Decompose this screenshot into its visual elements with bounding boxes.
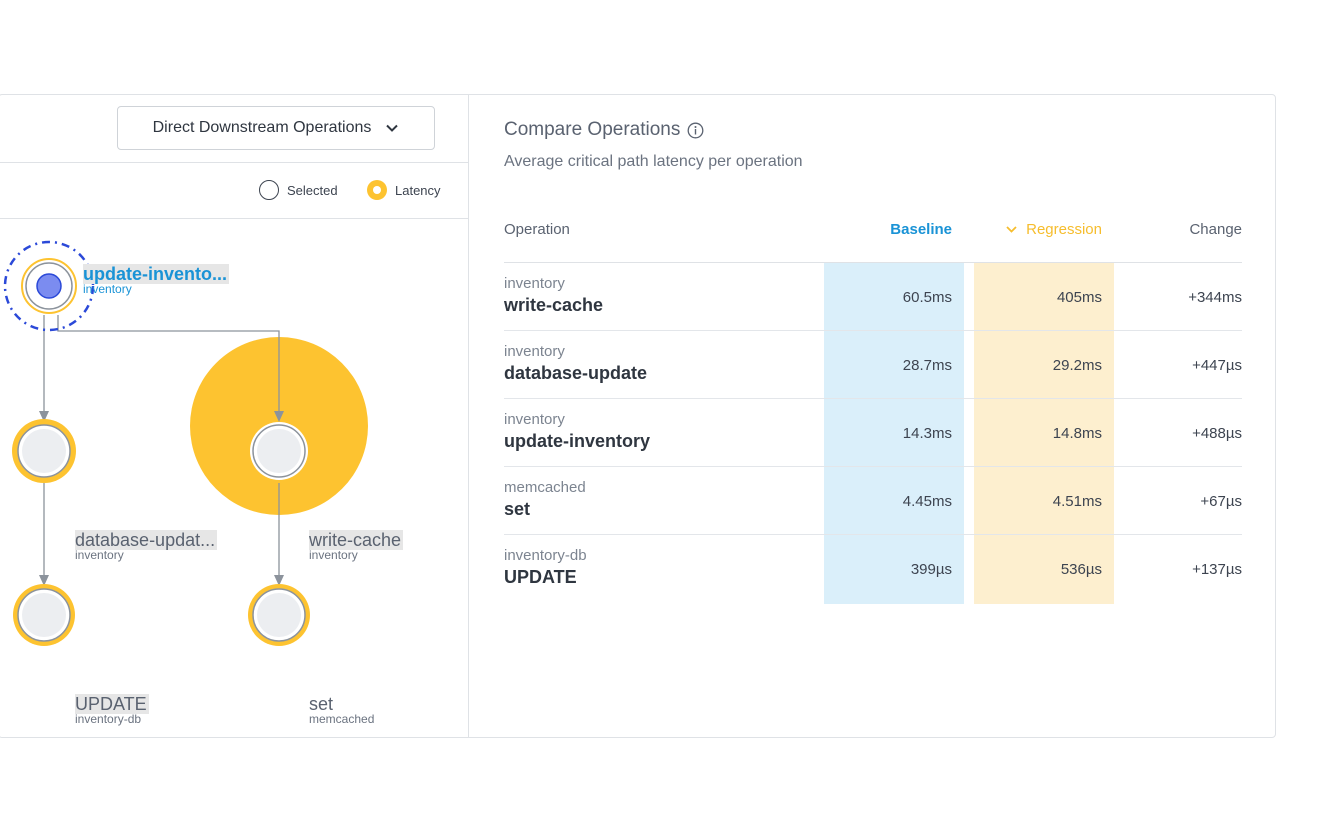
- row-baseline: 14.3ms: [902, 425, 952, 442]
- compare-title-text: Compare Operations: [504, 119, 681, 140]
- row-regression: 14.8ms: [1052, 425, 1102, 442]
- graph-canvas: [3, 240, 368, 646]
- graph-toolbar: Direct Downstream Operations: [0, 95, 468, 163]
- dropdown-label: Direct Downstream Operations: [152, 119, 372, 136]
- row-change: +344ms: [1188, 289, 1242, 306]
- compare-subtitle: Average critical path latency per operat…: [504, 153, 803, 170]
- compare-pane: Compare Operations Average critical path…: [469, 95, 1277, 737]
- arrowhead-set: [274, 575, 284, 586]
- row-change: +447µs: [1192, 357, 1242, 374]
- arrowhead-write-cache: [274, 411, 284, 422]
- node-name: write-cache: [309, 530, 404, 550]
- row-operation: database-update: [504, 363, 648, 383]
- row-change: +137µs: [1192, 561, 1242, 578]
- row-divider: [504, 466, 1242, 467]
- table-row[interactable]: inventory update-inventory 14.3ms 14.8ms…: [504, 399, 1242, 467]
- node-label-set[interactable]: set memcached: [309, 695, 374, 726]
- row-divider: [504, 534, 1242, 535]
- node-name: UPDATE: [75, 694, 149, 714]
- legend-latency-label: Latency: [395, 182, 441, 198]
- column-header-operation[interactable]: Operation: [504, 221, 570, 238]
- node-update-db[interactable]: [13, 584, 75, 646]
- row-baseline: 28.7ms: [902, 357, 952, 374]
- graph-edges: [43, 315, 280, 575]
- node-service: inventory: [75, 548, 124, 562]
- node-label-update-inventory[interactable]: update-invento... inventory: [83, 264, 229, 296]
- row-regression: 405ms: [1056, 289, 1102, 306]
- node-name: update-invento...: [83, 264, 229, 284]
- row-operation: UPDATE: [504, 567, 577, 587]
- row-service: memcached: [504, 479, 586, 496]
- graph-pane: Direct Downstream Operations Selected La…: [0, 95, 469, 737]
- chevron-down-icon: [386, 124, 399, 132]
- row-service: inventory-db: [504, 547, 587, 564]
- table-row[interactable]: inventory-db UPDATE 399µs 536µs +137µs: [504, 535, 1242, 603]
- node-service: inventory-db: [75, 712, 142, 726]
- node-write-cache[interactable]: [250, 422, 308, 480]
- row-operation: set: [504, 499, 531, 519]
- row-regression: 536µs: [1060, 561, 1102, 578]
- header-divider: [504, 262, 1242, 263]
- arrowhead-database: [39, 411, 49, 422]
- column-header-baseline[interactable]: Baseline: [890, 221, 952, 238]
- column-header-change[interactable]: Change: [1189, 221, 1242, 238]
- row-change: +488µs: [1192, 425, 1242, 442]
- legend-selected: Selected: [259, 180, 338, 200]
- graph-arrowheads: [39, 411, 284, 586]
- node-update-inventory[interactable]: [21, 258, 77, 314]
- sort-chevron-down-icon: [1006, 226, 1017, 233]
- row-regression: 4.51ms: [1052, 493, 1102, 510]
- table-row[interactable]: inventory database-update 28.7ms 29.2ms …: [504, 331, 1242, 399]
- row-divider: [504, 330, 1242, 331]
- row-baseline: 4.45ms: [902, 493, 952, 510]
- row-service: inventory: [504, 343, 565, 360]
- row-service: inventory: [504, 411, 565, 428]
- arrowhead-update: [39, 575, 49, 586]
- row-service: inventory: [504, 275, 565, 292]
- info-icon[interactable]: [687, 122, 704, 139]
- table-row[interactable]: inventory write-cache 60.5ms 405ms +344m…: [504, 263, 1242, 331]
- column-header-regression-label: Regression: [1026, 221, 1102, 238]
- legend-selected-label: Selected: [287, 182, 338, 198]
- node-name: database-updat...: [75, 530, 218, 550]
- row-operation: update-inventory: [504, 431, 651, 451]
- node-database-update[interactable]: [12, 419, 76, 483]
- row-change: +67µs: [1200, 493, 1242, 510]
- row-operation: write-cache: [504, 295, 604, 315]
- node-label-database-update[interactable]: database-updat... inventory: [75, 530, 218, 562]
- regression-column-band: [974, 263, 1114, 604]
- node-service: inventory: [83, 282, 132, 296]
- selected-ring-icon: [3, 240, 95, 332]
- node-label-update-db[interactable]: UPDATE inventory-db: [75, 694, 149, 726]
- graph-legend: Selected Latency: [0, 163, 468, 219]
- row-divider: [504, 398, 1242, 399]
- latency-swatch-icon: [367, 180, 387, 200]
- edge-update-to-write-cache: [57, 315, 280, 411]
- row-baseline: 399µs: [910, 561, 952, 578]
- column-header-regression[interactable]: Regression: [974, 221, 1102, 238]
- selected-swatch-icon: [259, 180, 279, 200]
- operations-dropdown[interactable]: Direct Downstream Operations: [117, 106, 435, 150]
- table-row[interactable]: memcached set 4.45ms 4.51ms +67µs: [504, 467, 1242, 535]
- row-baseline: 60.5ms: [902, 289, 952, 306]
- node-service: inventory: [309, 548, 358, 562]
- operations-card: Direct Downstream Operations Selected La…: [0, 94, 1276, 738]
- baseline-column-band: [824, 263, 964, 604]
- node-set[interactable]: [248, 584, 310, 646]
- compare-title: Compare Operations: [504, 119, 704, 141]
- node-name: set: [309, 694, 334, 714]
- row-regression: 29.2ms: [1052, 357, 1102, 374]
- node-service: memcached: [309, 712, 375, 726]
- dependency-graph: update-invento... inventory database-upd…: [0, 219, 469, 739]
- legend-latency: Latency: [367, 180, 441, 200]
- node-label-write-cache[interactable]: write-cache inventory: [309, 530, 404, 562]
